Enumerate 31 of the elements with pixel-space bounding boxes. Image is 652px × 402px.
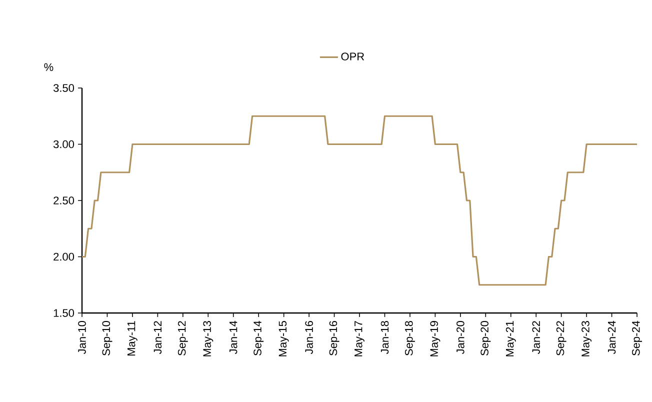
x-tick-label: May-17 <box>354 321 364 356</box>
x-tick-label: May-23 <box>582 321 592 356</box>
x-tick-label: May-13 <box>203 321 214 356</box>
x-tick-label: Sep-24 <box>632 320 642 356</box>
line-series <box>81 115 638 286</box>
x-tick-label: Jan-20 <box>456 320 464 354</box>
y-tick-label: 1.50 <box>54 309 74 317</box>
x-tick-label: Sep-22 <box>556 321 566 356</box>
y-tick-label: 3.50 <box>53 84 74 92</box>
legend-label: OPR <box>341 52 364 60</box>
y-axis-title: % <box>44 63 54 71</box>
x-tick-label: May-11 <box>128 321 138 356</box>
x-tick-label: Sep-20 <box>480 320 491 356</box>
x-tick-label: May-21 <box>506 321 516 356</box>
x-tick-label: Sep-18 <box>404 321 415 356</box>
y-tick-label: 2.00 <box>54 252 74 261</box>
x-tick-label: May-15 <box>278 321 289 356</box>
x-tick-label: Jan-22 <box>532 321 540 354</box>
x-tick-label: Sep-10 <box>102 320 112 356</box>
x-tick-label: Sep-12 <box>178 321 188 356</box>
x-tick-label: Jan-14 <box>230 320 238 354</box>
x-tick-label: May-19 <box>430 321 440 356</box>
y-tick-label: 2.50 <box>54 196 74 204</box>
x-tick-label: Jan-18 <box>380 321 389 354</box>
x-tick-label: Jan-10 <box>78 320 86 354</box>
x-tick-label: Jan-16 <box>305 321 313 354</box>
x-tick-label: Jan-24 <box>608 320 616 354</box>
x-tick-label: Sep-16 <box>329 321 340 356</box>
x-tick-label: Jan-12 <box>154 321 162 354</box>
y-tick-label: 3.00 <box>53 140 74 148</box>
x-tick-label: Sep-14 <box>254 320 264 356</box>
